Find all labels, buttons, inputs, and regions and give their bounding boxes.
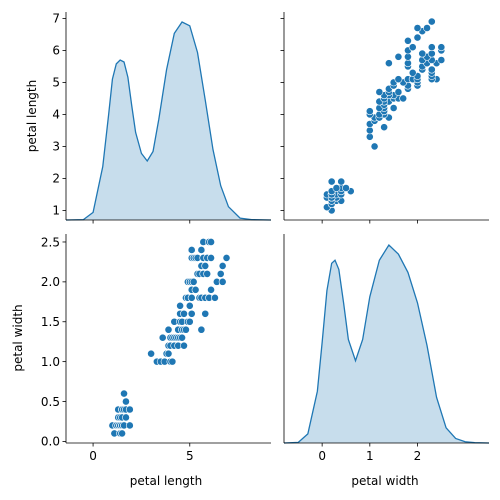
br-kde-fill [284,245,489,443]
tr-point [365,107,374,116]
bl-y-tick-label: 1.0 [41,355,60,369]
bl-point [187,309,196,318]
bl-point [216,269,225,278]
y-axis-label-petal-width: petal width [11,304,25,371]
bl-point [182,325,190,334]
bl-point [122,413,130,422]
bl-point [222,254,231,262]
y-axis-label-petal-length: petal length [25,80,39,152]
bl-point [189,277,198,286]
tr-point [394,75,403,84]
tr-point [413,24,422,32]
tl-y-tick-label: 1 [52,204,60,218]
bl-point [197,325,206,334]
bl-point [218,277,227,286]
bl-point [185,301,194,310]
bl-point [180,309,188,318]
tr-point [394,52,403,61]
bl-point [180,341,188,350]
tr-point [370,142,379,151]
tr-point [384,59,393,68]
bl-point [158,333,167,342]
br-kde-line [283,243,490,444]
bl-point [120,389,128,398]
tl-kde-line [65,21,272,221]
bl-y-tick-label: 2.5 [41,235,60,249]
bl-point [168,357,177,366]
tl-y-tick-label: 3 [52,140,60,154]
tr-point [413,33,422,42]
tl-y-tick-label: 4 [52,108,60,122]
kde-petal-length-panel: 1 2 3 4 5 6 7 [52,12,272,224]
bl-point [203,269,212,278]
tl-y-tick-label: 6 [52,44,60,58]
bl-point [178,333,186,342]
tr-point [408,43,417,52]
tr-point [427,43,436,52]
bl-y-tick-label: 2.0 [41,275,60,289]
tl-y-tick-label: 7 [52,12,60,26]
bl-point [164,325,173,334]
tr-point [337,177,346,186]
tr-point [418,49,427,58]
scatter-width-vs-length-panel [280,12,489,224]
bl-point [201,309,210,318]
scatter-length-vs-width-panel: 0.0 0.5 1.0 1.5 2.0 2.5 0 5 [41,234,271,463]
tr-point [399,94,408,103]
bl-point [207,254,215,262]
tr-point [332,184,341,192]
bl-y-tick-label: 1.5 [41,315,60,329]
bl-point [187,246,196,254]
tr-point [437,56,446,64]
tr-point [327,177,336,186]
bl-y-tick-label: 0.5 [41,395,60,409]
bl-x-tick-label: 0 [89,449,97,463]
bl-point [147,349,155,358]
tr-point [427,17,436,26]
bl-point [207,238,215,246]
tr-point [389,104,398,112]
bl-y-tick-label: 0.0 [41,435,60,449]
bl-point [201,262,210,270]
bl-point [125,405,134,414]
tr-point [380,123,389,132]
bl-point [125,421,134,430]
bl-point [185,317,194,326]
bl-point [187,293,196,302]
bl-point [122,397,130,406]
bl-point [191,285,200,294]
br-x-tick-label: 2 [414,449,422,463]
x-axis-label-petal-width: petal width [351,474,418,488]
bl-point [164,349,173,358]
tr-point [404,36,412,45]
tr-point [408,68,417,77]
bl-point [218,262,227,270]
x-axis-label-petal-length: petal length [130,474,202,488]
tr-point [423,24,431,32]
tr-point [437,43,446,52]
bl-point [118,429,126,438]
br-x-tick-label: 1 [366,449,374,463]
tl-y-tick-label: 2 [52,172,60,186]
bl-point [176,301,184,310]
tl-kde-fill [66,22,271,220]
tr-point [342,184,350,192]
bl-point [211,293,219,302]
bl-point [197,246,206,254]
kde-petal-width-panel: 0 1 2 [283,234,490,463]
tr-point [375,88,384,96]
br-x-tick-label: 0 [318,449,326,463]
tr-point [394,88,403,96]
tr-point [427,65,436,74]
tl-y-tick-label: 5 [52,76,60,90]
bl-x-tick-label: 5 [186,449,194,463]
bl-point [207,285,215,294]
